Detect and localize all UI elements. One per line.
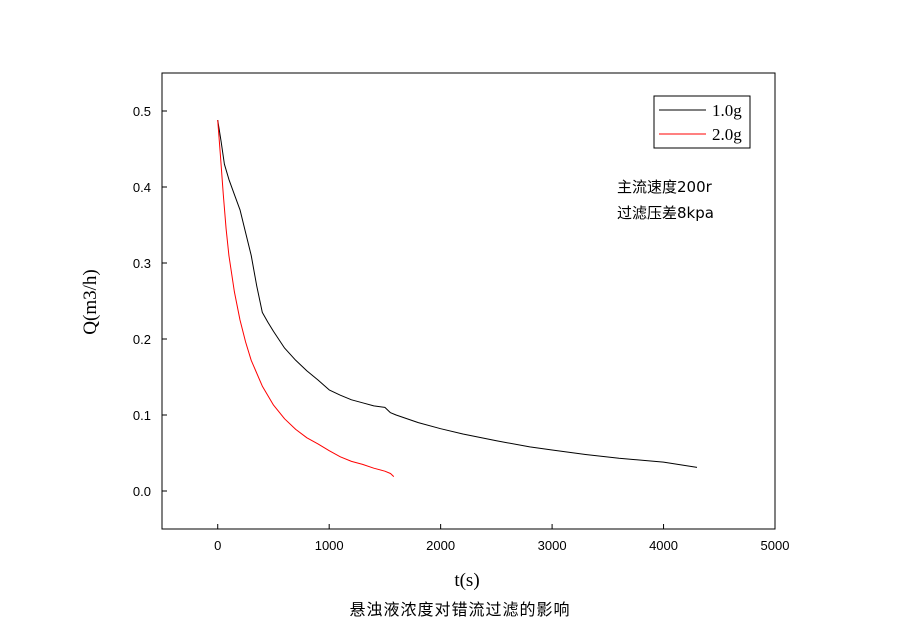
annotation-main-flow-speed: 主流速度200r bbox=[617, 178, 713, 196]
annotation-filtration-pressure: 过滤压差8kpa bbox=[617, 204, 714, 222]
y-tick-label: 0.2 bbox=[133, 332, 151, 347]
y-tick-label: 0.0 bbox=[133, 484, 151, 499]
legend-label-2-0g: 2.0g bbox=[712, 125, 742, 144]
plot-frame bbox=[161, 72, 776, 530]
x-tick-label: 0 bbox=[214, 538, 221, 553]
chart-caption: 悬浊液浓度对错流过滤的影响 bbox=[349, 600, 570, 619]
y-tick-label: 0.3 bbox=[133, 256, 151, 271]
series-line-2-0g bbox=[217, 120, 395, 477]
y-tick-label: 0.5 bbox=[133, 104, 151, 119]
y-axis: 0.0 0.1 0.2 0.3 0.4 0.5 bbox=[133, 104, 167, 499]
x-tick-label: 2000 bbox=[426, 538, 455, 553]
x-tick-label: 1000 bbox=[315, 538, 344, 553]
legend: 1.0g 2.0g bbox=[653, 95, 751, 149]
series-layer bbox=[217, 120, 698, 477]
legend-label-1-0g: 1.0g bbox=[712, 101, 742, 120]
legend-box bbox=[653, 95, 751, 149]
y-tick-label: 0.4 bbox=[133, 180, 151, 195]
series-line-1-0g bbox=[217, 120, 698, 468]
x-tick-label: 3000 bbox=[538, 538, 567, 553]
y-axis-title: Q(m3/h) bbox=[80, 269, 101, 334]
x-axis: 0 1000 2000 3000 4000 5000 bbox=[214, 524, 789, 553]
x-axis-title: t(s) bbox=[454, 570, 479, 591]
y-tick-label: 0.1 bbox=[133, 408, 151, 423]
x-tick-label: 5000 bbox=[761, 538, 790, 553]
x-tick-label: 4000 bbox=[649, 538, 678, 553]
